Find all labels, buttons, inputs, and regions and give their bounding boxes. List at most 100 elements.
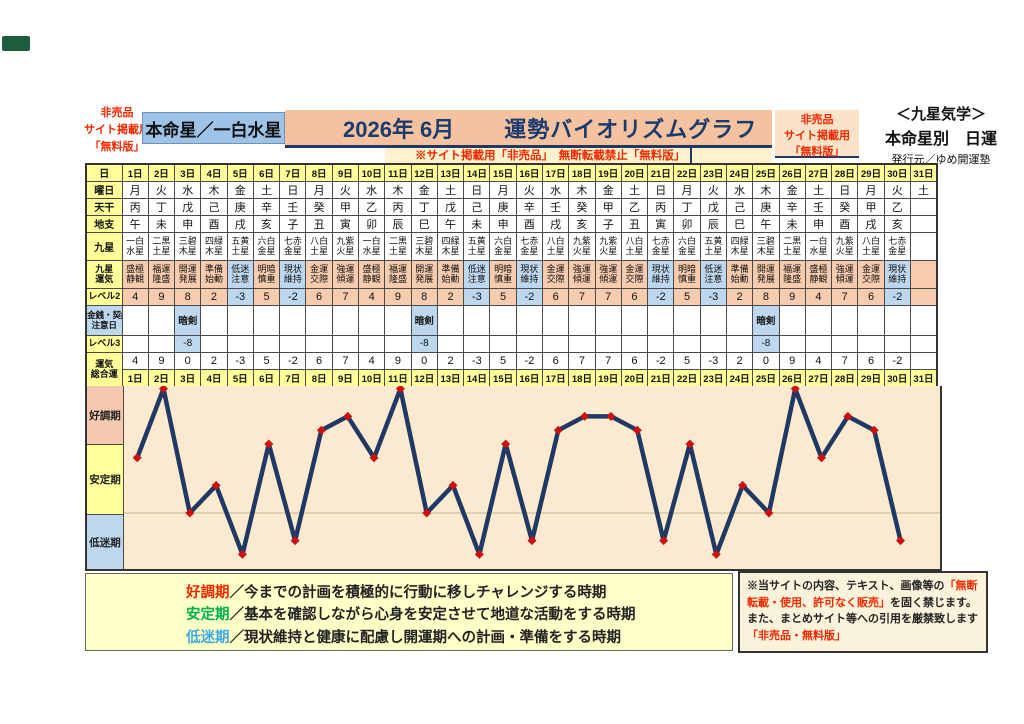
legend-term-low: 低迷期	[186, 629, 230, 646]
cell-level2: 2	[436, 287, 465, 306]
cell-total: 6	[541, 351, 570, 370]
row-weekday: 曜日 月火水木金土日月火水木金土日月火水木金土日月火水木金土日月火土	[85, 180, 938, 199]
cell-date: 14日	[463, 368, 491, 388]
data-point-day-11	[395, 386, 405, 394]
cell-weekday: 日	[647, 180, 675, 199]
cell-stem: 甲	[594, 197, 622, 216]
cell-date: 21日	[647, 368, 675, 388]
cell-star: 一白 水星	[804, 231, 833, 261]
row-stem: 天干 丙丁戊己庚辛壬癸甲乙丙丁戊己庚辛壬癸甲乙丙丁戊己庚辛壬癸甲乙	[85, 197, 938, 216]
data-point-day-20	[632, 425, 642, 435]
cell-star: 八白 土星	[857, 231, 885, 261]
cell-star: 九紫 火星	[568, 231, 596, 261]
legend-line-good: 好調期／今までの計画を積極的に行動に移しチャレンジする時期	[186, 582, 732, 604]
cell-total: -3	[699, 351, 727, 370]
biorhythm-line-chart	[124, 386, 940, 559]
cell-level3: -8	[752, 334, 780, 353]
cell-weekday: 月	[673, 180, 701, 199]
cell-date: 1日	[121, 163, 149, 182]
cell-stem: 庚	[489, 197, 517, 216]
cell-level2: 6	[857, 287, 885, 306]
cell-fortune: 開運 発展	[174, 259, 202, 289]
cell-stem: 丙	[384, 197, 412, 216]
cell-star: 一白 水星	[121, 231, 149, 261]
cell-date: 12日	[410, 368, 438, 388]
data-point-day-21	[659, 536, 669, 546]
cell-stem: 戊	[699, 197, 727, 216]
data-point-day-17	[553, 425, 563, 435]
cell-date: 12日	[410, 163, 438, 182]
data-point-day-28	[843, 411, 853, 421]
cell-date: 22日	[673, 368, 701, 388]
cell-level3	[515, 334, 544, 353]
cell-stem: 壬	[804, 197, 833, 216]
data-point-day-10	[369, 453, 379, 463]
cell-level2: 9	[384, 287, 412, 306]
cell-fortune: 準備 始動	[436, 259, 465, 289]
cell-stem: 癸	[568, 197, 596, 216]
school-sub: 本命星別 日運	[884, 131, 997, 148]
cell-total: 5	[673, 351, 701, 370]
cell-date: 10日	[358, 368, 386, 388]
legend-line-stable: 安定期／基本を確認しながら心身を安定させて地道な活動をする時期	[186, 604, 732, 626]
cell-fortune: 盛極 静観	[804, 259, 833, 289]
cell-star: 八白 土星	[305, 231, 333, 261]
divider	[690, 145, 692, 164]
cell-caution	[568, 304, 596, 336]
cell-date: 16日	[515, 368, 544, 388]
cell-date: 4日	[200, 163, 228, 182]
cell-stem: 己	[725, 197, 754, 216]
cell-date: 30日	[883, 163, 911, 182]
cell-weekday: 木	[384, 180, 412, 199]
data-point-day-4	[211, 480, 221, 490]
notice-text-segment: を固く禁じます。また、まとめサイト等への引用を厳禁致します	[747, 596, 978, 626]
notice-restricted-phrase: 「無断転載・使用、許可なく販売」	[747, 580, 978, 609]
row-label-stem: 天干	[85, 197, 123, 216]
cell-fortune: 金運 交際	[620, 259, 649, 289]
scan-artifact	[2, 36, 30, 51]
subtitle-note: ※サイト掲載用「非売品」 無断転載禁止「無料版」	[385, 148, 772, 164]
row-label-fortune-line: 運気	[95, 274, 114, 284]
cell-branch: 未	[463, 214, 491, 233]
row-label-fortune: 九星 運気	[85, 259, 123, 289]
cell-total: 7	[331, 351, 360, 370]
cell-total: 9	[147, 351, 176, 370]
cell-level3	[489, 334, 517, 353]
cell-fortune: 福運 隆盛	[778, 259, 806, 289]
data-point-day-15	[501, 439, 511, 449]
cell-fortune: 盛極 静観	[121, 259, 149, 289]
cell-branch: 辰	[384, 214, 412, 233]
cell-branch: 戌	[541, 214, 570, 233]
cell-level2: 5	[489, 287, 517, 306]
cell-level2: 6	[305, 287, 333, 306]
cell-star: 九紫 火星	[831, 231, 859, 261]
cell-date: 1日	[121, 368, 149, 388]
cell-star: 七赤 金星	[647, 231, 675, 261]
cell-total: 6	[620, 351, 649, 370]
cell-fortune: 現状 維持	[515, 259, 544, 289]
cell-fortune: 盛極 静観	[358, 259, 386, 289]
note-line: 「無料版」	[789, 145, 845, 158]
cell-branch: 申	[174, 214, 202, 233]
cell-fortune: 開運 発展	[752, 259, 780, 289]
cell-star: 九紫 火星	[331, 231, 360, 261]
cell-weekday: 土	[804, 180, 833, 199]
cell-branch: 亥	[883, 214, 911, 233]
cell-date: 28日	[831, 368, 859, 388]
cell-date: 5日	[226, 163, 254, 182]
note-line: サイト掲載用	[784, 129, 850, 142]
band-label: 安定期	[89, 474, 121, 486]
cell-caution	[909, 304, 938, 336]
cell-branch: 子	[279, 214, 307, 233]
data-point-day-14	[474, 549, 484, 559]
cell-stem: 癸	[831, 197, 859, 216]
cell-star: 一白 水星	[358, 231, 386, 261]
biorhythm-line	[134, 386, 903, 557]
cell-level3	[620, 334, 649, 353]
cell-level3	[147, 334, 176, 353]
cell-caution	[436, 304, 465, 336]
cell-level3	[568, 334, 596, 353]
note-line: 「無料版」	[89, 141, 145, 154]
cell-weekday: 火	[331, 180, 360, 199]
row-caution: 金銭・契約注意日 暗剣 暗剣 暗剣	[85, 304, 938, 336]
